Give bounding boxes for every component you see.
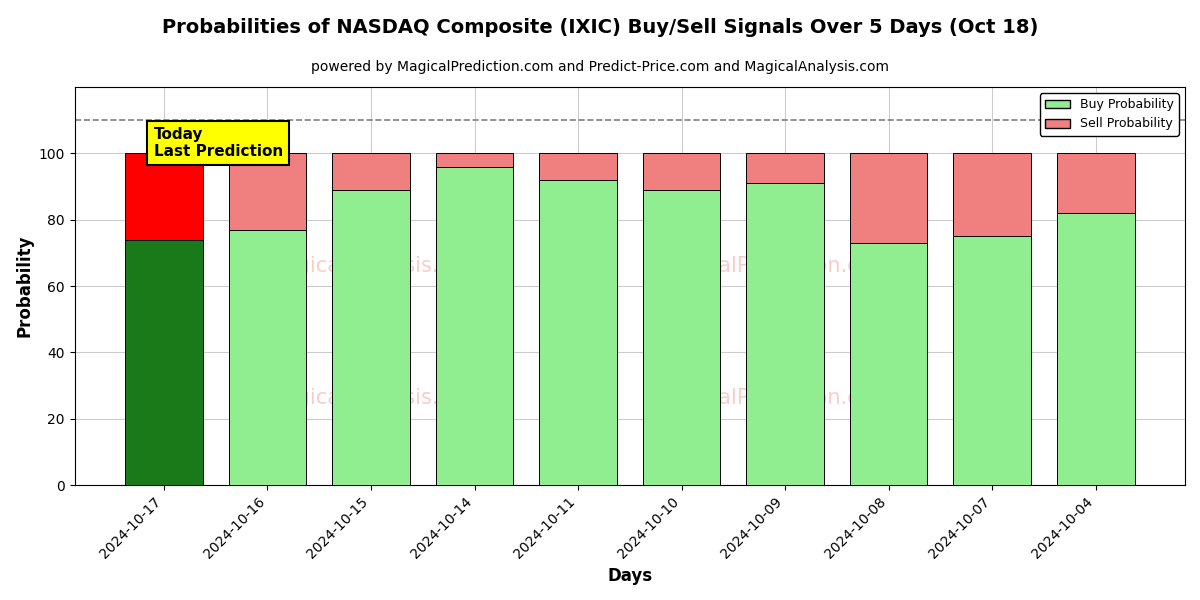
- Bar: [1057, 154, 1134, 213]
- Bar: [643, 190, 720, 485]
- Text: Today
Last Prediction: Today Last Prediction: [154, 127, 283, 159]
- Text: MagicalAnalysis.com: MagicalAnalysis.com: [266, 256, 482, 276]
- Bar: [953, 154, 1031, 236]
- Bar: [125, 239, 203, 485]
- Text: MagicalPrediction.com: MagicalPrediction.com: [656, 256, 892, 276]
- Bar: [850, 154, 928, 243]
- Bar: [332, 190, 410, 485]
- Legend: Buy Probability, Sell Probability: Buy Probability, Sell Probability: [1040, 93, 1178, 136]
- Bar: [539, 154, 617, 180]
- Text: MagicalAnalysis.com: MagicalAnalysis.com: [266, 388, 482, 407]
- Bar: [643, 154, 720, 190]
- Text: powered by MagicalPrediction.com and Predict-Price.com and MagicalAnalysis.com: powered by MagicalPrediction.com and Pre…: [311, 60, 889, 74]
- Bar: [125, 154, 203, 239]
- Text: Probabilities of NASDAQ Composite (IXIC) Buy/Sell Signals Over 5 Days (Oct 18): Probabilities of NASDAQ Composite (IXIC)…: [162, 18, 1038, 37]
- Bar: [229, 154, 306, 230]
- Bar: [850, 243, 928, 485]
- Bar: [1057, 213, 1134, 485]
- Bar: [746, 154, 824, 183]
- Y-axis label: Probability: Probability: [16, 235, 34, 337]
- Bar: [436, 154, 514, 167]
- Bar: [229, 230, 306, 485]
- Bar: [332, 154, 410, 190]
- Bar: [746, 183, 824, 485]
- Text: MagicalPrediction.com: MagicalPrediction.com: [656, 388, 892, 407]
- X-axis label: Days: Days: [607, 567, 653, 585]
- Bar: [953, 236, 1031, 485]
- Bar: [436, 167, 514, 485]
- Bar: [539, 180, 617, 485]
